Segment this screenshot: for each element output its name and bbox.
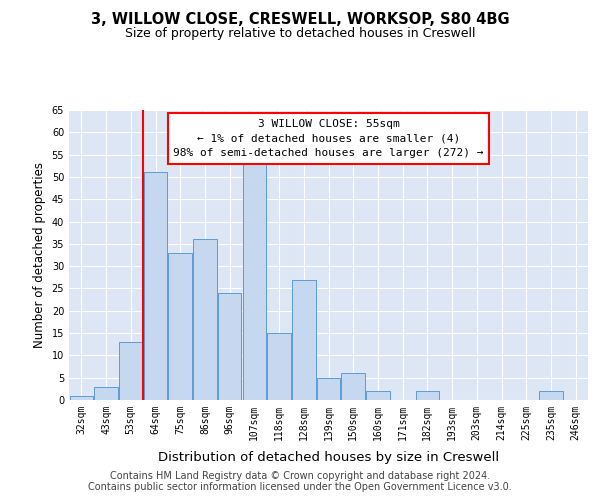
Bar [292, 280, 316, 400]
Bar [193, 240, 217, 400]
Text: 3, WILLOW CLOSE, CRESWELL, WORKSOP, S80 4BG: 3, WILLOW CLOSE, CRESWELL, WORKSOP, S80 … [91, 12, 509, 28]
Bar [539, 391, 563, 400]
Text: Size of property relative to detached houses in Creswell: Size of property relative to detached ho… [125, 28, 475, 40]
Text: 3 WILLOW CLOSE: 55sqm
← 1% of detached houses are smaller (4)
98% of semi-detach: 3 WILLOW CLOSE: 55sqm ← 1% of detached h… [173, 118, 484, 158]
Bar [416, 391, 439, 400]
Bar [242, 159, 266, 400]
Text: Contains public sector information licensed under the Open Government Licence v3: Contains public sector information licen… [88, 482, 512, 492]
Bar [366, 391, 389, 400]
Bar [169, 253, 192, 400]
Bar [317, 378, 340, 400]
X-axis label: Distribution of detached houses by size in Creswell: Distribution of detached houses by size … [158, 451, 499, 464]
Bar [70, 396, 93, 400]
Bar [268, 333, 291, 400]
Bar [218, 293, 241, 400]
Y-axis label: Number of detached properties: Number of detached properties [33, 162, 46, 348]
Text: Contains HM Land Registry data © Crown copyright and database right 2024.: Contains HM Land Registry data © Crown c… [110, 471, 490, 481]
Bar [119, 342, 143, 400]
Bar [341, 373, 365, 400]
Bar [144, 172, 167, 400]
Bar [94, 386, 118, 400]
